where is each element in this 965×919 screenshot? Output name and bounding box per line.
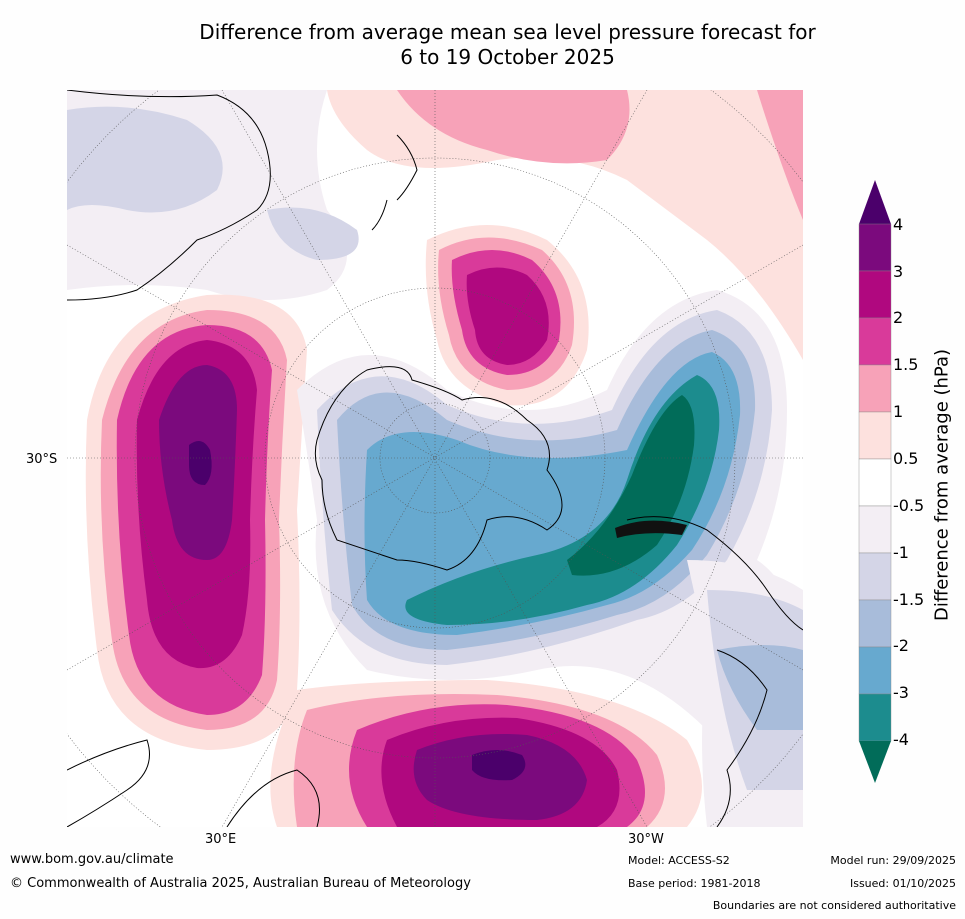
cb-tick-1: 1 — [893, 402, 904, 421]
negative-region-northwest — [67, 90, 359, 300]
issued-date: Issued: 01/10/2025 — [849, 877, 956, 890]
cb-tick-4: 4 — [893, 215, 904, 234]
cb-tick-neg-3: -3 — [893, 683, 909, 702]
map-svg — [67, 90, 803, 827]
colorbar-title: Difference from average (hPa) — [931, 348, 953, 622]
graticule — [67, 90, 803, 827]
title-line-2: 6 to 19 October 2025 — [400, 45, 615, 69]
cb-tick-1-5: 1.5 — [893, 355, 919, 374]
title-line-1: Difference from average mean sea level p… — [199, 20, 816, 44]
colorbar-extend-min — [859, 741, 891, 783]
website-link[interactable]: www.bom.gov.au/climate — [10, 852, 174, 867]
cb-tick-neg-1-5: -1.5 — [893, 590, 925, 609]
colorbar — [858, 180, 892, 783]
positive-region-north-center — [425, 225, 589, 406]
colorbar-cell — [858, 599, 892, 648]
colorbar-cell — [858, 270, 892, 319]
cb-tick-neg-2: -2 — [893, 636, 909, 655]
chart-title: Difference from average mean sea level p… — [0, 20, 965, 70]
coastlines — [67, 90, 803, 827]
colorbar-cell — [858, 505, 892, 554]
colorbar-extend-max — [859, 180, 891, 224]
cb-tick-neg-4: -4 — [893, 730, 909, 749]
pink-band-north — [327, 90, 803, 360]
negative-region-southeast — [687, 560, 803, 827]
cb-tick-neg-1: -1 — [893, 543, 909, 562]
colorbar-cell — [858, 458, 892, 507]
negative-region-central — [297, 290, 803, 730]
lon-label-30e: 30°E — [205, 832, 237, 847]
base-period: Base period: 1981-2018 — [628, 877, 761, 890]
cb-tick-0-5: 0.5 — [893, 449, 919, 468]
pressure-anomaly-map[interactable] — [67, 90, 803, 827]
cb-tick-3: 3 — [893, 262, 904, 281]
model-info: Model: ACCESS-S2 — [628, 854, 730, 867]
boundaries-disclaimer: Boundaries are not considered authoritat… — [712, 899, 956, 912]
colorbar-cell — [858, 317, 892, 366]
positive-region-west — [85, 294, 307, 750]
colorbar-cell — [858, 646, 892, 695]
copyright: © Commonwealth of Australia 2025, Austra… — [10, 876, 471, 891]
cb-tick-2: 2 — [893, 308, 904, 327]
colorbar-cells — [858, 180, 892, 783]
colorbar-cell — [858, 693, 892, 742]
colorbar-cell — [858, 223, 892, 272]
colorbar-cell — [858, 364, 892, 413]
lat-label-30s: 30°S — [26, 452, 58, 467]
colorbar-cell — [858, 552, 892, 601]
positive-region-south — [270, 680, 702, 827]
lon-label-30w: 30°W — [628, 832, 664, 847]
model-run: Model run: 29/09/2025 — [830, 854, 956, 867]
colorbar-cell — [858, 411, 892, 460]
cb-tick-neg-0-5: -0.5 — [893, 496, 925, 515]
landmass-detail — [615, 520, 687, 538]
